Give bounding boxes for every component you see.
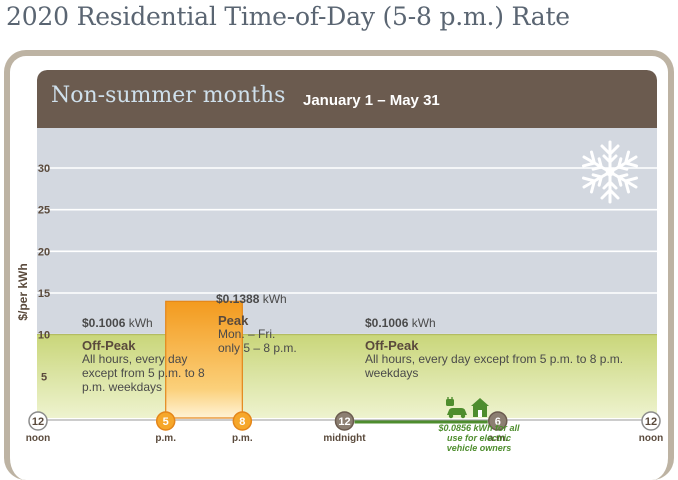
x-tick-sub-2: p.m. — [232, 433, 253, 444]
snowflake-icon — [578, 140, 642, 204]
y-tick-5: 5 — [41, 371, 47, 383]
plug-icon — [446, 397, 454, 406]
x-tick-label-3: 12 — [338, 416, 350, 428]
y-axis-label: $/per kWh — [16, 263, 30, 320]
peak-unit: kWh — [262, 292, 287, 306]
y-tick-10: 10 — [38, 330, 50, 342]
ev-rate-note: $0.0856 kWh for all use for electric veh… — [438, 423, 520, 453]
peak-price-row: $0.1388 kWh — [216, 292, 287, 306]
peak-title: Peak — [218, 313, 249, 328]
offpeak-right-price-row: $0.1006 kWh — [365, 316, 436, 330]
page-title: 2020 Residential Time-of-Day (5-8 p.m.) … — [6, 2, 570, 31]
x-tick-sub-5: noon — [639, 433, 663, 444]
offpeak-left-desc: All hours, every day except from 5 p.m. … — [82, 352, 205, 394]
peak-desc: Mon. – Fri. only 5 – 8 p.m. — [218, 327, 297, 355]
y-tick-15: 15 — [38, 288, 50, 300]
offpeak-left-price-row: $0.1006 kWh — [82, 316, 153, 330]
house-icon — [471, 398, 489, 417]
panel-header: Non-summer months January 1 – May 31 — [37, 70, 657, 128]
bar-peak — [165, 300, 243, 419]
offpeak-right-desc: All hours, every day except from 5 p.m. … — [365, 352, 624, 380]
offpeak-left-title: Off-Peak — [82, 338, 136, 353]
season-dates: January 1 – May 31 — [303, 92, 440, 109]
x-tick-label-2: 8 — [239, 416, 245, 428]
x-tick-sub-4: a.m. — [488, 433, 508, 444]
x-tick-circle-0 — [28, 411, 48, 431]
x-tick-sub-1: p.m. — [155, 433, 176, 444]
offpeak-left-unit: kWh — [128, 316, 153, 330]
offpeak-right-price: $0.1006 — [365, 316, 409, 330]
bar-offpeak-band — [37, 334, 657, 418]
x-tick-circle-1 — [155, 411, 176, 431]
x-tick-sub-3: midnight — [323, 433, 366, 444]
x-tick-circle-4 — [488, 411, 508, 431]
y-tick-20: 20 — [38, 246, 50, 258]
y-tick-30: 30 — [38, 163, 50, 175]
offpeak-right-title: Off-Peak — [365, 338, 419, 353]
x-tick-circle-5 — [641, 411, 661, 431]
x-tick-label-4: 6 — [495, 416, 501, 428]
x-tick-label-1: 5 — [163, 416, 169, 428]
ev-icons — [446, 397, 489, 419]
season-title: Non-summer months — [51, 83, 286, 108]
x-tick-label-0: 12 — [32, 416, 44, 428]
x-tick-circle-2 — [232, 411, 253, 431]
offpeak-left-price: $0.1006 — [82, 316, 126, 330]
x-tick-sub-0: noon — [26, 433, 50, 444]
y-tick-25: 25 — [38, 205, 50, 217]
car-icon — [447, 408, 467, 419]
x-tick-label-5: 12 — [645, 416, 657, 428]
offpeak-right-unit: kWh — [411, 316, 436, 330]
peak-price: $0.1388 — [216, 292, 260, 306]
rate-chart: 5 10 15 20 25 30 $/per kWh 12 noon 5 p.m. 8 p.m. 12 mi… — [16, 128, 663, 444]
x-tick-circle-3 — [334, 411, 355, 431]
